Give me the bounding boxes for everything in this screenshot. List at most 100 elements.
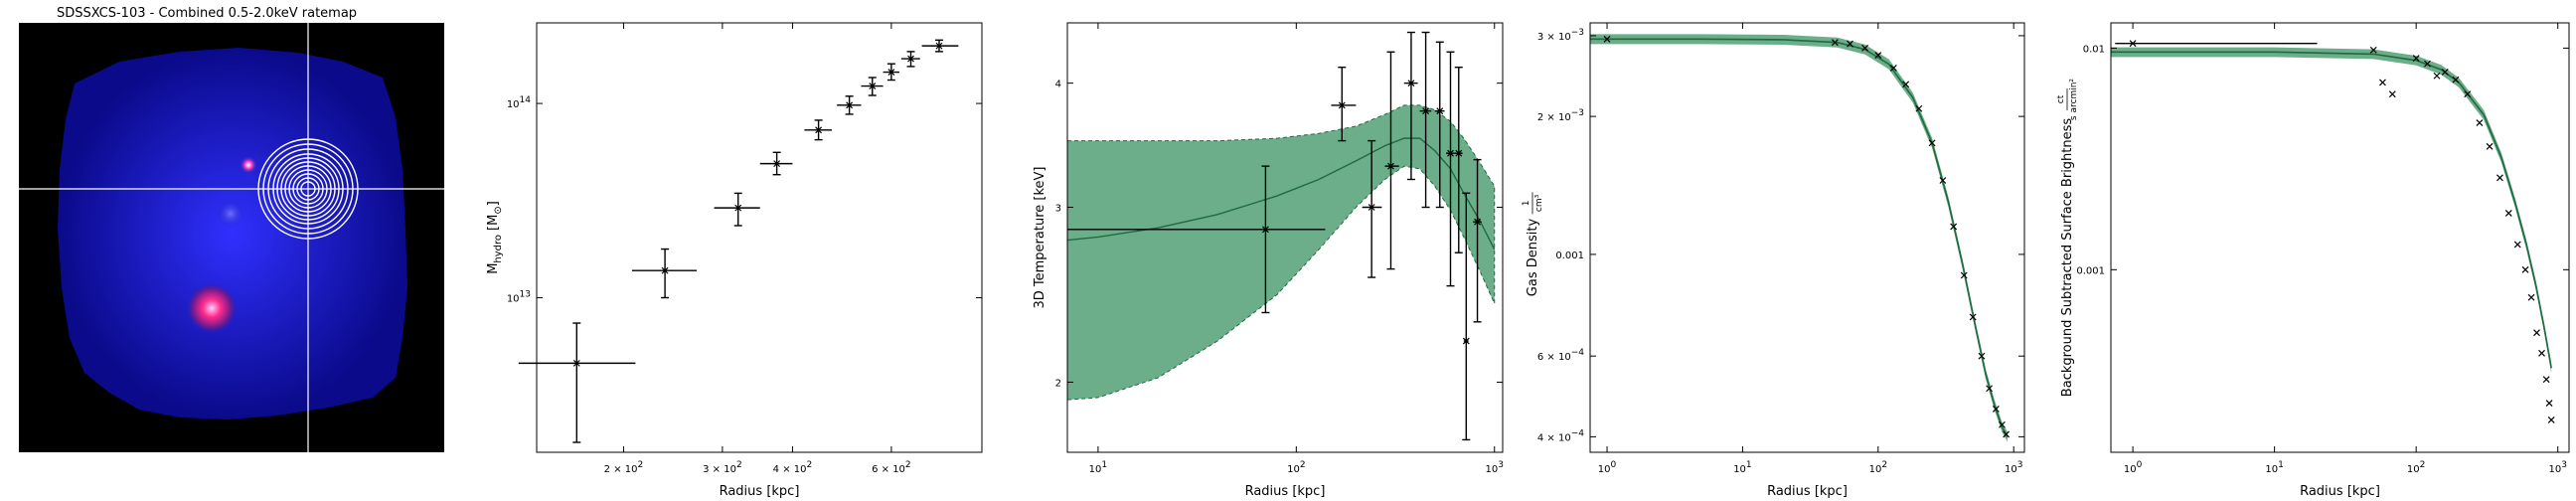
annulus-0 [300,181,316,197]
x-tick-label-exp: 1 [2278,460,2284,470]
x-tick-label: 4 × 102 [773,460,813,475]
density-point [1978,352,1986,360]
x-tick-label-exp: 3 [2561,460,2567,470]
x-tick-label-base: 6 × 10 [872,464,905,475]
density-point [1603,35,1611,43]
x-tick-label-exp: 3 [2017,460,2023,470]
brightness-point [2379,79,2386,86]
y-axis-label: Background Subtracted Surface Brightness… [2056,79,2079,398]
y-tick-label: 0.01 [2083,44,2105,55]
y-tick-label-base: 10 [507,99,520,110]
brightness-point [2542,376,2550,384]
y-tick-label-exp: −4 [1571,428,1585,438]
plot-frame [2110,22,2570,453]
x-tick-label-exp: 2 [905,460,911,470]
brightness-point [2441,69,2449,76]
density-point [1847,40,1853,48]
x-tick-label: 102 [1869,460,1887,475]
x-tick-label-base: 10 [2124,464,2137,475]
y-axis-label: Gas Density 1 cm³ [1522,192,1544,296]
x-axis-label: Radius [kpc] [2300,484,2380,499]
y-axis-label-part: ⊙ [493,206,504,214]
density-point [1861,44,1869,52]
x-tick-label-base: 10 [1089,464,1102,475]
density-point [1969,313,1977,321]
faint-source [217,200,244,228]
y-tick-label-base: 3 × 10 [1537,32,1571,43]
y-tick-label-exp: −3 [1571,28,1584,38]
y-axis-label-part: [M [486,215,501,231]
y-axis-label-part: ] [486,201,501,206]
x-tick-label-base: 3 × 10 [703,464,736,475]
x-tick-label: 103 [2548,460,2566,475]
y-tick-label-exp: −4 [1571,348,1585,358]
x-axis-label: Radius [kpc] [720,484,800,499]
density-point [1960,271,1968,279]
x-tick-label-base: 10 [1598,464,1611,475]
density-point [2003,430,2011,438]
x-tick-label-base: 10 [2005,464,2017,475]
brightness-model-band [2111,47,2552,374]
brightness-point [2424,60,2431,68]
mass-point [572,359,580,367]
x-tick-label-exp: 2 [638,460,644,470]
brightness-point [2476,119,2484,127]
y-tick-label: 6 × 10−4 [1537,348,1584,363]
x-tick-label-exp: 2 [2420,460,2426,470]
x-tick-label: 100 [1598,460,1617,475]
density-point [1928,139,1936,147]
brightness-point [2545,400,2553,407]
annulus-4 [284,165,332,213]
annulus-1 [296,177,320,201]
brightness-point [2452,76,2460,84]
y-tick-label: 0.001 [2076,265,2105,276]
density-model-line [1590,38,2009,437]
x-tick-label-base: 10 [2548,464,2561,475]
y-axis-label-main: Gas Density [1526,219,1540,297]
x-axis-label: Radius [kpc] [1767,484,1848,499]
x-tick-label-exp: 0 [1611,460,1617,470]
density-point [1992,405,2000,413]
mass-point [887,69,895,76]
brightness-point [2486,142,2494,150]
temperature-confidence-band [1066,104,1496,401]
brightness-point [2521,265,2529,273]
annuli [257,138,359,240]
y-axis-label: Mhydro [M⊙] [486,201,504,274]
mass-point [935,42,943,50]
y-axis-label-main: Background Subtracted Surface Brightness [2060,118,2075,398]
temperature-point [1447,149,1454,157]
y-tick-label: 0.001 [1555,250,1584,261]
x-tick-label: 102 [2407,460,2425,475]
temperature-point [1462,337,1470,345]
plot-frame [1589,22,2025,453]
x-tick-label-base: 10 [1869,464,1882,475]
x-tick-label: 6 × 102 [872,460,911,475]
annulus-10 [257,138,359,240]
temperature-point [1436,107,1444,115]
y-tick-label: 4 [1055,80,1061,90]
x-tick-label-base: 10 [1287,464,1300,475]
x-tick-label-exp: 1 [1746,460,1752,470]
brightness-point [2496,174,2503,182]
bright-source-lower [186,282,238,334]
x-tick-label-exp: 2 [1881,460,1887,470]
x-tick-label-exp: 1 [1101,460,1107,470]
y-tick-label-base: 6 × 10 [1537,352,1571,363]
temperature-point [1407,80,1415,87]
y-axis-label: 3D Temperature [keV] [1033,167,1047,309]
annulus-9 [262,143,354,235]
y-tick-label: 2 × 10−3 [1537,108,1584,123]
annulus-6 [276,157,340,221]
density-point [1902,81,1910,88]
x-tick-label-exp: 3 [1498,460,1504,470]
y-tick-label: 1013 [507,289,531,304]
temperature-point [1262,226,1269,234]
temperature-point [1387,162,1394,170]
x-axis-label: Radius [kpc] [1245,484,1326,499]
x-tick-label: 3 × 102 [703,460,742,475]
x-tick-label: 101 [1089,460,1107,475]
density-point [1915,104,1923,112]
density-point [1986,385,1994,393]
